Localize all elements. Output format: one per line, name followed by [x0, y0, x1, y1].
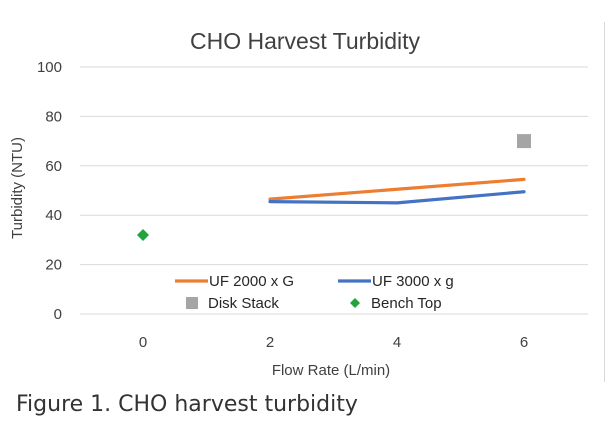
y-axis-title: Turbidity (NTU) [9, 137, 26, 239]
x-tick-labels: 0 2 4 6 [139, 334, 528, 351]
legend-swatch-disk-stack [186, 297, 198, 309]
y-tick-label-60: 60 [45, 158, 62, 175]
y-tick-label-0: 0 [54, 306, 62, 323]
data-point-bench-top [137, 228, 149, 241]
panel-divider [604, 22, 605, 382]
legend-swatch-bench-top [350, 298, 360, 308]
x-axis-title: Flow Rate (L/min) [272, 362, 390, 379]
x-tick-label-4: 4 [393, 334, 401, 351]
series-line-uf-3000-x-g [268, 190, 526, 205]
y-tick-label-20: 20 [45, 257, 62, 274]
y-tick-label-40: 40 [45, 207, 62, 224]
chart-title: CHO Harvest Turbidity [190, 28, 421, 54]
y-tick-label-80: 80 [45, 108, 62, 125]
x-tick-label-2: 2 [266, 334, 274, 351]
figure-caption: Figure 1. CHO harvest turbidity [16, 392, 358, 417]
legend-label-uf-3000-x-g: UF 3000 x g [372, 273, 454, 290]
x-tick-label-0: 0 [139, 334, 147, 351]
legend-label-uf-2000-x-g: UF 2000 x G [209, 273, 294, 290]
x-tick-label-6: 6 [520, 334, 528, 351]
legend: UF 2000 x G UF 3000 x g Disk Stack Bench To… [175, 273, 454, 312]
data-point-disk-stack [517, 134, 531, 149]
gridlines [80, 66, 588, 315]
y-tick-labels: 0 20 40 60 80 100 [37, 59, 62, 323]
legend-label-bench-top: Bench Top [371, 295, 442, 312]
series-line-uf-2000-x-g [268, 177, 526, 201]
legend-label-disk-stack: Disk Stack [208, 295, 279, 312]
y-tick-label-100: 100 [37, 59, 62, 76]
series-layer [137, 134, 531, 241]
